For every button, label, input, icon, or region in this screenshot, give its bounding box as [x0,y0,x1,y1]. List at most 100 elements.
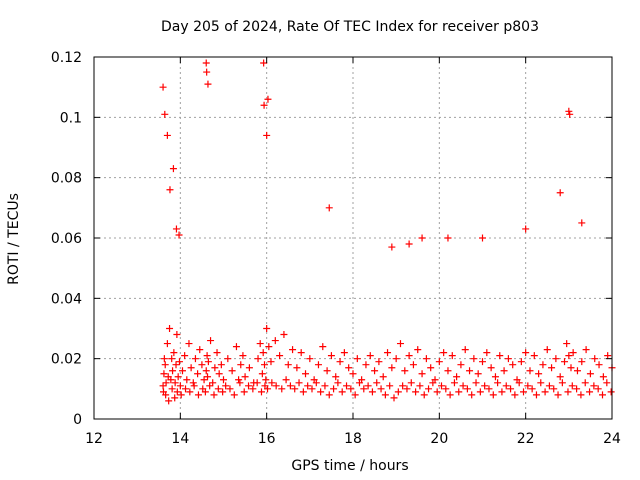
y-tick-label: 0.02 [51,352,82,368]
data-point [545,382,553,390]
data-point [509,361,517,369]
data-point [206,382,214,390]
data-point [226,385,234,393]
x-tick-labels: 12 14 16 18 20 22 24 [85,431,621,447]
data-point [173,331,181,339]
data-point [479,358,486,366]
data-point [262,376,270,384]
data-point [159,382,167,390]
data-point [204,80,212,88]
data-point [399,382,407,390]
x-tick-label: 16 [258,431,276,447]
data-point [586,388,594,396]
data-point [160,355,168,363]
data-point [187,364,195,372]
data-point [435,358,443,366]
data-point [581,379,589,387]
data-point [295,379,303,387]
data-point [568,382,576,390]
data-point [219,388,227,396]
data-point [211,364,219,372]
data-point [159,83,167,91]
x-tick-label: 14 [171,431,189,447]
data-point [364,382,372,390]
y-axis-label: ROTI / TECUs [6,193,22,285]
data-point [347,385,355,393]
data-point [599,391,607,399]
data-point [172,225,180,233]
data-point [239,352,247,360]
y-tick-label: 0.04 [51,291,82,307]
data-point [267,358,275,366]
data-point [504,355,512,363]
data-point [336,358,344,366]
data-point [259,349,267,357]
data-point [577,391,585,399]
data-point [420,391,428,399]
y-tick-label: 0.12 [51,50,82,66]
data-point [379,373,387,381]
data-point [437,382,445,390]
data-point [190,382,198,390]
data-point [494,379,502,387]
data-point [604,352,612,360]
x-tick-label: 22 [517,431,535,447]
data-point [550,385,558,393]
data-point [207,337,215,345]
data-point [163,340,171,348]
data-point [554,391,562,399]
data-point [528,385,536,393]
data-point [334,379,342,387]
data-point [299,388,307,396]
data-point [537,379,545,387]
data-point [198,361,206,369]
data-point [375,358,383,366]
data-point [312,379,320,387]
data-point [416,382,424,390]
data-point [396,340,404,348]
data-point [210,391,218,399]
data-point [567,364,575,372]
data-point [345,364,353,372]
y-tick-label: 0.06 [51,231,82,247]
data-point [366,352,374,360]
data-point [409,361,417,369]
data-point [476,388,484,396]
data-point [388,364,396,372]
data-point [278,385,286,393]
data-point [237,361,245,369]
data-point [161,361,169,369]
data-point [569,349,577,357]
data-point [522,225,530,233]
data-point [573,385,581,393]
data-point [566,110,574,118]
data-point [304,382,312,390]
data-point [578,358,586,366]
data-point [235,376,243,384]
data-point [556,373,564,381]
x-tick-label: 12 [85,431,103,447]
data-point [563,340,571,348]
data-point [182,385,190,393]
data-point [220,376,227,384]
data-point [461,346,469,354]
data-point [181,352,189,360]
data-point [276,352,284,360]
data-point [412,388,420,396]
y-tick-label: 0.1 [60,110,82,126]
data-point [466,367,474,375]
data-point [289,346,297,354]
data-point [293,364,301,372]
data-point [556,189,564,197]
data-point [224,355,232,363]
data-point [384,349,392,357]
data-point [373,379,381,387]
chart-title: Day 205 of 2024, Rate Of TEC Index for r… [161,19,539,35]
data-point [204,358,212,366]
data-point [183,376,191,384]
data-point [368,388,376,396]
data-point [442,385,450,393]
data-point [332,373,340,381]
data-point [526,367,534,375]
data-point [286,382,294,390]
